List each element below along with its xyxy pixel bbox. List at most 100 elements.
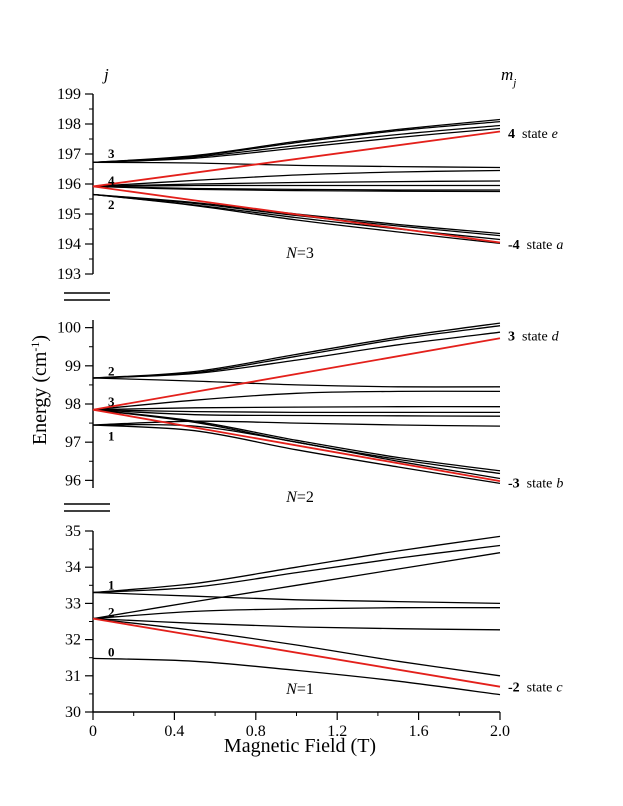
x-tick-label: 0 [89,723,97,740]
series-line-n3-7 [92,184,500,188]
x-axis-title: Magnetic Field (T) [224,735,376,757]
mj-header-main: m [501,65,513,84]
mj-header-label: mj [501,65,516,89]
y-tick-label: 194 [57,236,81,253]
state-label: -4 state a [508,238,563,253]
y-axis-title-close: ) [29,335,51,342]
y-tick-label: 32 [65,632,81,649]
j-label: 3 [108,394,115,409]
panel-n-label: N=1 [285,681,314,698]
state-letter: b [556,476,563,491]
j-label: 2 [108,604,115,619]
state-letter: d [552,329,560,344]
y-tick-label: 30 [65,704,81,721]
series-line-n1-5 [92,617,501,631]
series-line-n2-4 [92,390,501,411]
y-tick-label: 196 [57,176,81,193]
y-tick-label: 31 [65,668,81,685]
j-label: 2 [108,197,115,212]
panel-n-var: N [285,245,298,262]
x-tick-label: 0.8 [246,723,266,740]
panel-n-val: =2 [297,489,314,506]
series-line-n2-7 [92,409,501,417]
series-line-n1-7 [92,657,501,696]
series-line-n3-3 [92,127,501,164]
series-line-n2-10 [92,420,501,427]
j-label: 2 [108,364,115,379]
y-tick-label: 100 [57,320,81,337]
j-label: 4 [108,173,115,188]
panel-n-val: =1 [297,681,314,698]
axis-break-upper [64,292,110,301]
y-tick-label: 33 [65,595,81,612]
j-label: 1 [108,577,115,592]
panel-n-label: N=3 [285,245,314,262]
mj-header-sub: j [511,77,516,89]
y-tick-label: 99 [65,358,81,375]
state-letter: c [556,681,563,696]
series-line-n1-6 [92,617,501,677]
y-tick-label: 97 [65,434,81,451]
series-line-n3-13 [92,193,501,245]
series-line-n2-6 [92,409,500,414]
state-label: 3 state d [508,329,560,344]
x-axis: 0 0.4 0.8 1.2 1.6 2.0 [89,711,510,740]
series-line-n2-1 [92,325,501,379]
state-word: state [527,476,553,491]
series-line-n2-0 [92,322,501,379]
series-line-n3-4 [92,161,501,169]
state-mj: -2 [508,681,520,696]
y-tick-label: 96 [65,472,81,489]
y-tick-label: 193 [57,266,81,283]
series-line-n2-5 [92,406,501,411]
y-tick-label: 98 [65,396,81,413]
state-label: -2 state c [508,681,563,696]
state-letter: e [552,127,558,142]
series-line-n1-3 [92,552,501,620]
y-tick-label: 199 [57,86,81,103]
y-axis-title-sup: -1 [28,342,42,352]
j-label: 0 [108,644,115,659]
x-tick-label: 0.4 [164,723,184,740]
series-line-n3-15 [92,185,501,244]
series-line-n2-13 [92,337,501,411]
state-mj: 4 [508,127,515,142]
state-letter: a [556,238,563,253]
j-label: 1 [108,428,115,443]
x-tick-label: 1.6 [409,723,429,740]
series-line-n3-0 [92,118,501,164]
y-tick-label: 198 [57,116,81,133]
j-label: 3 [108,146,115,161]
state-word: state [527,681,553,696]
state-label: 4 state e [508,127,558,142]
series-line-n3-9 [92,185,501,193]
panel-n-var: N [285,489,298,506]
series-line-n3-5 [92,169,501,188]
series-line-n3-1 [92,120,501,164]
panel-n1: 30 31 32 33 34 35 1 2 0 -2 state c N=1 [65,523,563,721]
j-header-label: j [102,65,109,84]
state-mj: -3 [508,476,520,491]
series-line-n2-14 [92,408,501,482]
state-label: -3 state b [508,476,563,491]
series-line-n2-12 [92,424,501,485]
series-line-n1-2 [92,591,501,605]
state-word: state [522,127,548,142]
x-tick-label: 1.2 [327,723,347,740]
series-line-n2-8 [92,409,501,472]
state-mj: -4 [508,238,520,253]
x-tick-label: 2.0 [490,723,510,740]
panel-n-label: N=2 [285,489,314,506]
series-line-n3-6 [92,180,501,188]
panel-n-val: =3 [297,245,314,262]
series-line-n1-1 [92,544,501,594]
series-line-n3-2 [92,124,501,164]
series-line-n2-2 [92,331,501,379]
state-word: state [527,238,553,253]
state-word: state [522,329,548,344]
y-tick-label: 195 [57,206,81,223]
